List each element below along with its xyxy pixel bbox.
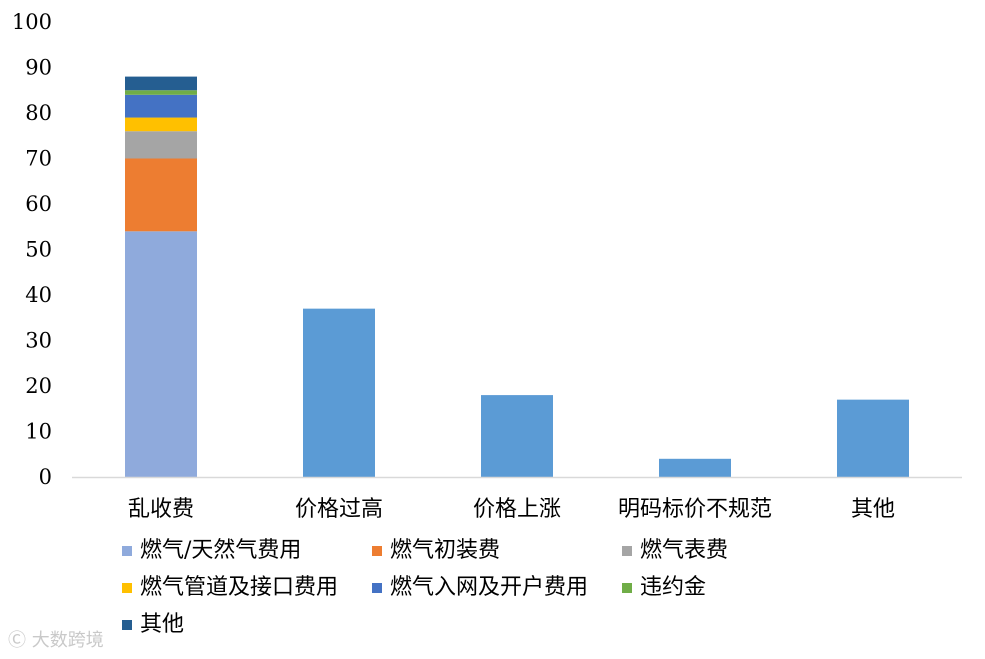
bar — [837, 399, 909, 477]
legend-swatch — [622, 546, 632, 556]
legend-label: 燃气入网及开户费用 — [390, 575, 589, 600]
legend-label: 燃气/天然气费用 — [140, 538, 302, 563]
bar-segment — [125, 94, 197, 118]
legend-item: 其他 — [122, 612, 184, 638]
legend-item: 违约金 — [622, 575, 706, 601]
bar-segment — [125, 131, 197, 159]
legend-item: 燃气入网及开户费用 — [372, 575, 588, 601]
bar-segment — [125, 76, 197, 91]
x-axis-labels: 乱收费 价格过高 价格上涨 明码标价不规范 其他 — [128, 497, 895, 522]
y-tick-label: 60 — [25, 192, 52, 216]
legend-swatch — [372, 546, 382, 556]
x-tick-label: 其他 — [851, 497, 895, 522]
y-tick-label: 70 — [25, 147, 52, 171]
legend-label: 其他 — [140, 612, 185, 637]
y-tick-label: 0 — [39, 465, 52, 489]
bar-segment — [125, 90, 197, 95]
legend-item: 燃气/天然气费用 — [122, 538, 301, 564]
y-tick-label: 90 — [25, 56, 52, 80]
x-tick-label: 明码标价不规范 — [618, 497, 772, 522]
legend-item: 燃气管道及接口费用 — [122, 575, 338, 601]
legend-label: 燃气初装费 — [390, 538, 501, 563]
bar-segment — [125, 158, 197, 232]
bar-chart: 0 10 20 30 40 50 60 70 80 90 100 乱收费 价格过高 价格上涨 明码标价不规… — [12, 10, 962, 522]
y-tick-label: 100 — [12, 10, 52, 34]
bar — [303, 308, 375, 477]
legend-swatch — [122, 583, 132, 593]
legend-label: 违约金 — [640, 575, 707, 600]
bar — [659, 458, 731, 477]
x-tick-label: 价格上涨 — [473, 497, 561, 522]
y-tick-label: 80 — [25, 101, 52, 125]
legend-label: 燃气管道及接口费用 — [140, 575, 339, 600]
x-tick-label: 乱收费 — [128, 497, 194, 522]
legend-swatch — [122, 546, 132, 556]
legend-item: 燃气表费 — [622, 538, 728, 564]
watermark-logo-icon: Ⓒ — [8, 630, 26, 651]
watermark-text: 大数跨境 — [31, 630, 104, 651]
y-tick-label: 30 — [25, 329, 52, 353]
watermark: Ⓒ 大数跨境 — [8, 626, 104, 652]
legend-swatch — [372, 583, 382, 593]
y-tick-label: 10 — [25, 420, 52, 444]
legend-item: 燃气初装费 — [372, 538, 500, 564]
bar-segment — [125, 117, 197, 132]
legend-label: 燃气表费 — [640, 538, 729, 563]
y-tick-label: 40 — [25, 283, 52, 307]
legend-swatch — [622, 583, 632, 593]
x-tick-label: 价格过高 — [295, 497, 383, 522]
legend-swatch — [122, 620, 132, 630]
bars — [125, 76, 909, 477]
bar-segment — [125, 231, 197, 477]
y-tick-label: 50 — [25, 238, 52, 262]
y-tick-label: 20 — [25, 374, 52, 398]
bar — [481, 395, 553, 477]
y-axis-ticks: 0 10 20 30 40 50 60 70 80 90 100 — [12, 10, 52, 489]
